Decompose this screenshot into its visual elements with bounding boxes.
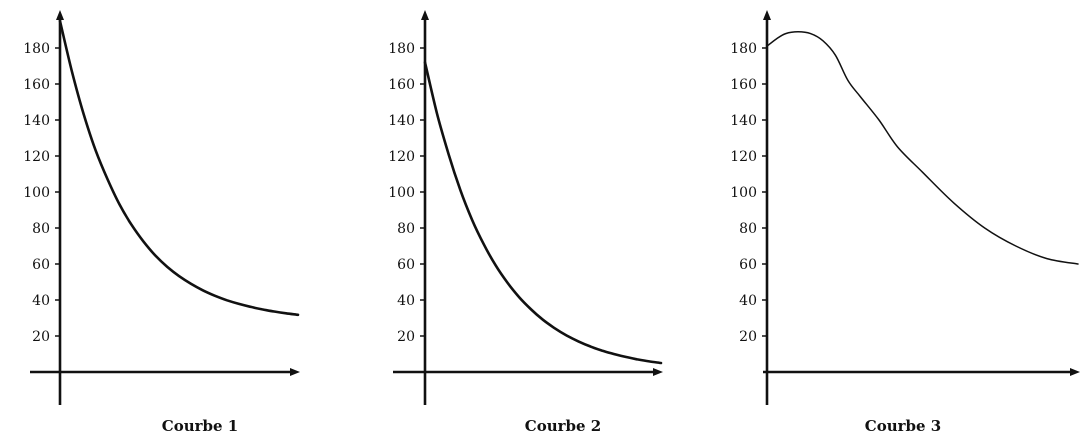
- x-axis-arrow: [290, 368, 300, 376]
- y-tick-label: 80: [739, 221, 757, 237]
- y-tick-label: 20: [32, 329, 50, 345]
- y-tick-label: 160: [388, 77, 415, 93]
- y-tick-label: 80: [397, 221, 415, 237]
- y-tick-label: 60: [32, 257, 50, 273]
- y-axis-arrow: [763, 10, 771, 20]
- x-axis-arrow: [653, 368, 663, 376]
- y-tick-label: 160: [23, 77, 50, 93]
- y-tick-label: 100: [388, 185, 415, 201]
- chart-caption: Courbe 2: [525, 417, 601, 435]
- y-tick-label: 120: [23, 149, 50, 165]
- chart-courbe-1: 20 40 60 80 100 120 140 160 180 Courbe 1: [0, 0, 363, 439]
- y-tick-label: 80: [32, 221, 50, 237]
- chart-courbe-3: 20 40 60 80 100 120 140 160 180 Courbe 3: [726, 0, 1089, 439]
- y-tick-label: 140: [388, 113, 415, 129]
- chart-caption: Courbe 3: [865, 417, 941, 435]
- series-line: [423, 61, 663, 365]
- y-axis-arrow: [56, 10, 64, 20]
- y-tick-label: 100: [23, 185, 50, 201]
- y-tick-label: 60: [739, 257, 757, 273]
- y-tick-label: 60: [397, 257, 415, 273]
- x-axis-arrow: [1070, 368, 1080, 376]
- y-tick-label: 40: [739, 293, 757, 309]
- chart-svg: 20 40 60 80 100 120 140 160 180 Courbe 2: [388, 10, 663, 435]
- y-tick-label: 40: [32, 293, 50, 309]
- y-tick-label: 140: [730, 113, 757, 129]
- chart-svg: 20 40 60 80 100 120 140 160 180 Courbe 1: [23, 10, 300, 435]
- chart-caption: Courbe 1: [162, 417, 238, 435]
- series-line: [766, 31, 1079, 265]
- y-tick-label: 20: [739, 329, 757, 345]
- y-tick-label: 40: [397, 293, 415, 309]
- y-tick-label: 160: [730, 77, 757, 93]
- y-tick-label: 100: [730, 185, 757, 201]
- y-tick-label: 120: [730, 149, 757, 165]
- y-tick-label: 180: [23, 41, 50, 57]
- y-axis-arrow: [421, 10, 429, 20]
- chart-courbe-2: 20 40 60 80 100 120 140 160 180 Courbe 2: [363, 0, 726, 439]
- y-tick-label: 180: [388, 41, 415, 57]
- y-tick-label: 180: [730, 41, 757, 57]
- y-tick-label: 20: [397, 329, 415, 345]
- y-tick-label: 120: [388, 149, 415, 165]
- series-line: [58, 19, 300, 317]
- chart-svg: 20 40 60 80 100 120 140 160 180 Courbe 3: [730, 10, 1080, 435]
- y-tick-label: 140: [23, 113, 50, 129]
